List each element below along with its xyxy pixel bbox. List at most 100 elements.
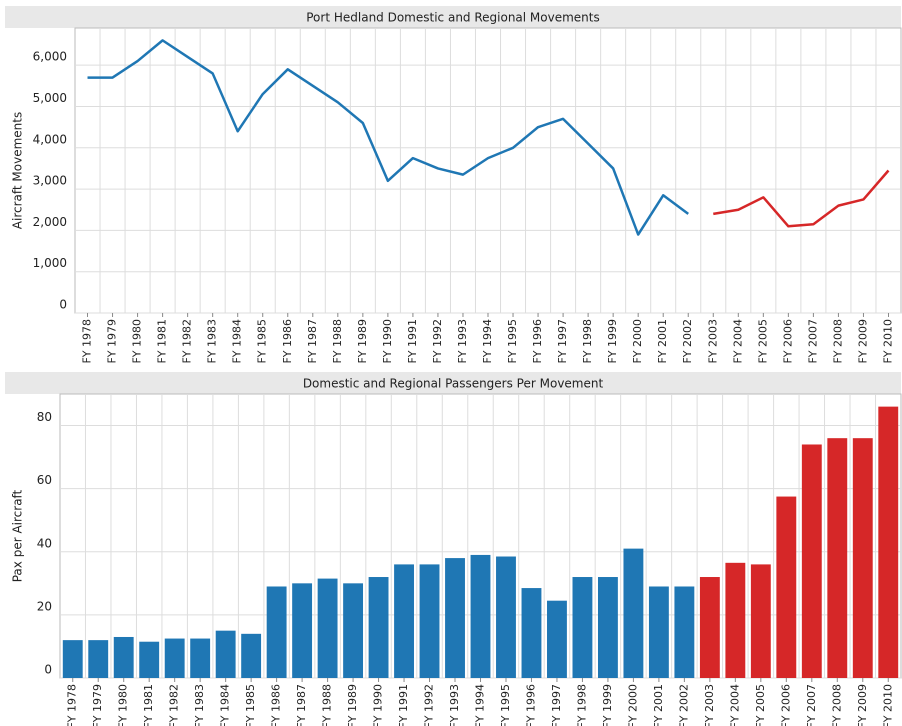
title-bar <box>5 372 901 394</box>
x-tick-label: FY 2008 <box>831 319 844 364</box>
bar <box>445 558 465 678</box>
y-tick-label: 80 <box>37 410 52 424</box>
bar <box>113 636 134 678</box>
x-tick-label: FY 1992 <box>423 684 436 726</box>
x-tick-label: FY 1989 <box>356 319 369 364</box>
bar <box>521 588 542 678</box>
x-tick-label: FY 1999 <box>601 684 614 726</box>
y-tick-label: 5,000 <box>33 91 67 105</box>
x-tick-label: FY 1984 <box>231 319 244 364</box>
x-tick-label: FY 1991 <box>397 684 410 726</box>
x-tick-label: FY 2003 <box>703 684 716 726</box>
x-tick-label: FY 1988 <box>321 684 334 726</box>
x-tick-label: FY 1987 <box>306 319 319 364</box>
x-tick-label: FY 1997 <box>556 319 569 364</box>
chart-title: Port Hedland Domestic and Regional Movem… <box>306 11 600 25</box>
bar <box>648 586 669 678</box>
x-tick-label: FY 1991 <box>406 319 419 364</box>
y-tick-label: 6,000 <box>33 50 67 64</box>
x-tick-label: FY 2005 <box>756 319 769 364</box>
x-tick-label: FY 2007 <box>806 319 819 364</box>
x-tick-label: FY 1982 <box>181 319 194 364</box>
x-tick-label: FY 1986 <box>270 684 283 726</box>
x-tick-label: FY 1997 <box>550 684 563 726</box>
bar <box>699 577 720 678</box>
x-tick-label: FY 1983 <box>193 684 206 726</box>
bar <box>852 438 873 678</box>
x-tick-label: FY 1996 <box>531 319 544 364</box>
bar <box>343 583 364 678</box>
y-tick-label: 0 <box>44 663 52 677</box>
y-tick-label: 0 <box>59 298 67 312</box>
x-tick-label: FY 1992 <box>431 319 444 364</box>
x-tick-label: FY 2000 <box>626 684 639 726</box>
bar <box>878 406 899 678</box>
x-tick-label: FY 2002 <box>681 319 694 364</box>
line-series <box>87 39 689 236</box>
x-tick-label: FY 2008 <box>830 684 843 726</box>
x-tick-label: FY 2004 <box>731 319 744 364</box>
x-tick-label: FY 2010 <box>881 319 894 364</box>
bar <box>597 577 618 678</box>
bar <box>394 564 414 678</box>
y-tick-label: 3,000 <box>33 174 67 188</box>
bar <box>62 640 83 678</box>
x-tick-label: FY 2009 <box>856 319 869 364</box>
x-tick-label: FY 1983 <box>206 319 219 364</box>
y-tick-label: 4,000 <box>33 132 67 146</box>
x-tick-label: FY 1998 <box>581 319 594 364</box>
x-tick-label: FY 2010 <box>881 684 894 726</box>
x-tick-label: FY 1998 <box>575 684 588 726</box>
x-tick-label: FY 2003 <box>706 319 719 364</box>
bar <box>215 630 236 678</box>
bar <box>317 578 338 678</box>
bar <box>674 586 695 678</box>
x-tick-label: FY 1980 <box>131 319 144 364</box>
x-tick-label: FY 2009 <box>856 684 869 726</box>
bar <box>725 562 746 678</box>
x-tick-label: FY 1994 <box>474 684 487 726</box>
x-tick-label: FY 1985 <box>244 684 257 726</box>
y-tick-label: 60 <box>37 473 52 487</box>
y-tick-label: 20 <box>37 599 52 613</box>
bar <box>776 496 797 678</box>
bar <box>164 638 185 678</box>
bar <box>801 444 822 678</box>
y-axis-label: Pax per Aircraft <box>11 489 25 582</box>
y-axis-label: Aircraft Movements <box>11 112 25 229</box>
bar <box>827 438 848 678</box>
x-tick-label: FY 1978 <box>66 684 79 726</box>
x-tick-label: FY 1985 <box>256 319 269 364</box>
bar <box>266 586 287 678</box>
bar <box>241 633 262 678</box>
x-tick-label: FY 1996 <box>524 684 537 726</box>
bar <box>547 600 567 678</box>
x-tick-label: FY 1993 <box>456 319 469 364</box>
x-tick-label: FY 1986 <box>281 319 294 364</box>
bar <box>572 577 593 678</box>
x-tick-label: FY 2004 <box>728 684 741 726</box>
x-tick-label: FY 1984 <box>219 684 232 726</box>
x-tick-label: FY 1990 <box>372 684 385 726</box>
x-tick-label: FY 1981 <box>142 684 155 726</box>
x-tick-label: FY 1995 <box>506 319 519 364</box>
x-tick-label: FY 2002 <box>677 684 690 726</box>
x-tick-label: FY 2001 <box>656 319 669 364</box>
bar <box>419 564 440 678</box>
bar <box>88 640 109 678</box>
x-tick-label: FY 1980 <box>117 684 130 726</box>
x-tick-label: FY 2006 <box>779 684 792 726</box>
plot-area <box>74 27 902 314</box>
x-tick-label: FY 1993 <box>448 684 461 726</box>
bar <box>368 577 389 678</box>
x-tick-label: FY 1987 <box>295 684 308 726</box>
x-tick-label: FY 2001 <box>652 684 665 726</box>
line-series <box>713 169 890 228</box>
x-tick-label: FY 1994 <box>481 319 494 364</box>
x-tick-label: FY 1978 <box>81 319 94 364</box>
x-tick-label: FY 1979 <box>106 319 119 364</box>
x-tick-label: FY 1995 <box>499 684 512 726</box>
y-tick-label: 2,000 <box>33 215 67 229</box>
bar <box>139 641 160 678</box>
